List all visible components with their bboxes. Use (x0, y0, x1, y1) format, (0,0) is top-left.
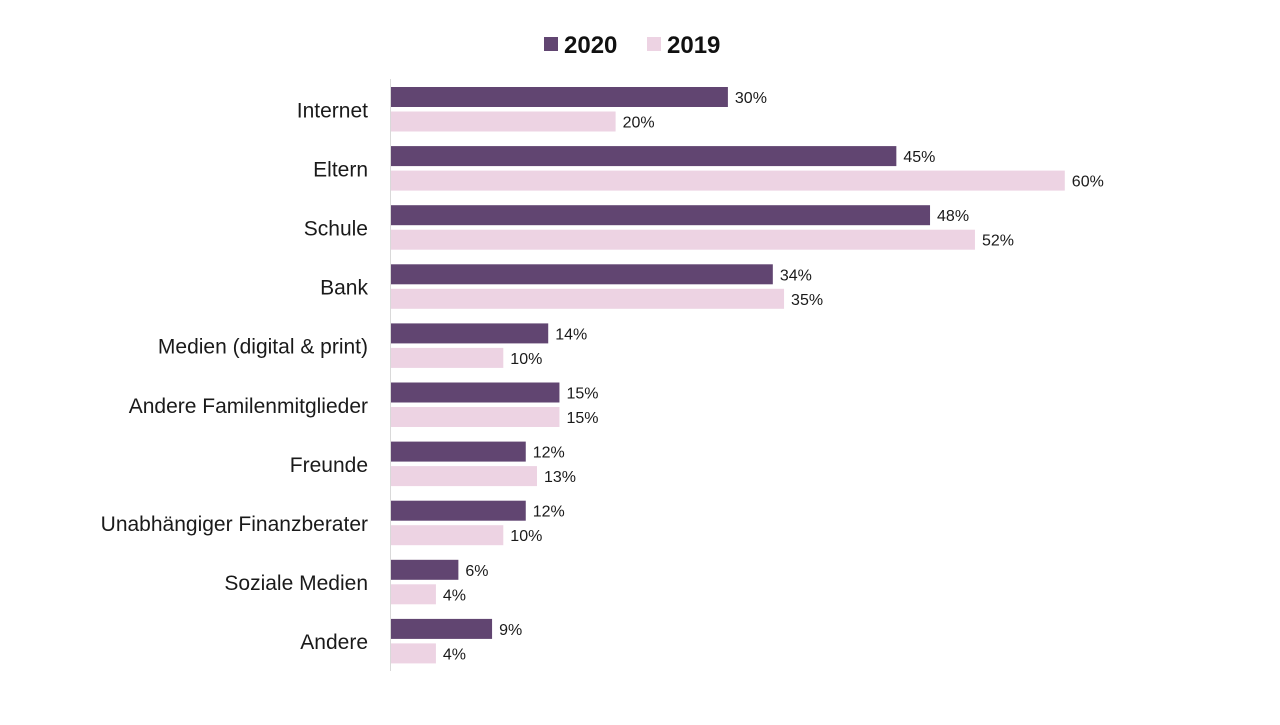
bars (391, 87, 1065, 664)
bar-2019 (391, 170, 1065, 191)
bar-2019 (391, 407, 560, 427)
data-label: 52% (982, 233, 1014, 250)
bar-2020 (391, 323, 549, 344)
bar-2020 (391, 618, 493, 639)
category-label: Freunde (290, 454, 368, 477)
data-label: 20% (623, 115, 655, 132)
legend-swatch (647, 37, 661, 51)
data-label: 10% (510, 351, 542, 368)
bar-2019 (391, 525, 504, 546)
category-label: Andere (300, 631, 368, 654)
legend-item-2019: 2019 (647, 32, 720, 59)
data-label: 34% (780, 267, 812, 284)
bar-2020 (391, 382, 560, 403)
bar-2019 (391, 229, 975, 250)
legend-item-2020: 2020 (544, 32, 617, 59)
data-label: 45% (903, 149, 935, 166)
bar-2020 (391, 500, 526, 521)
data-label: 4% (443, 646, 466, 663)
data-label: 15% (566, 410, 598, 427)
data-label: 9% (499, 622, 522, 639)
bar-2019 (391, 584, 436, 605)
data-label: 12% (533, 504, 565, 521)
category-label: Eltern (313, 158, 368, 181)
category-label: Unabhängiger Finanzberater (101, 513, 368, 536)
category-label: Schule (304, 217, 368, 240)
bar-2019 (391, 111, 616, 132)
bar-2020 (391, 559, 459, 580)
bar-2019 (391, 466, 537, 487)
data-label: 48% (937, 208, 969, 225)
bar-2020 (391, 87, 728, 107)
data-labels: 30% 20% 45% 60% 48% 52% 34% 35% 14% 10% 15% 15% 12% 1… (443, 90, 1104, 663)
legend-label: 2019 (667, 32, 720, 59)
category-label: Andere Familenmitglieder (129, 395, 368, 418)
category-labels: Internet Eltern Schule Bank Medien (digital … (101, 99, 369, 654)
data-label: 13% (544, 469, 576, 486)
category-label: Bank (320, 277, 368, 300)
bar-2020 (391, 441, 526, 462)
legend-swatch (544, 37, 558, 51)
bar-2019 (391, 347, 504, 368)
data-label: 4% (443, 587, 466, 604)
bar-2019 (391, 288, 785, 309)
category-label: Soziale Medien (224, 572, 368, 595)
data-label: 15% (566, 386, 598, 403)
data-label: 12% (533, 445, 565, 462)
category-label: Internet (297, 99, 368, 122)
data-label: 60% (1072, 174, 1104, 191)
category-label: Medien (digital & print) (158, 336, 368, 359)
bar-2019 (391, 643, 436, 664)
bar-2020 (391, 264, 773, 285)
data-label: 6% (465, 563, 488, 580)
bar-2020 (391, 146, 897, 167)
data-label: 35% (791, 292, 823, 309)
legend: 2020 2019 (544, 32, 720, 59)
legend-label: 2020 (564, 32, 617, 59)
data-label: 30% (735, 90, 767, 107)
bar-2020 (391, 205, 931, 226)
data-label: 14% (555, 326, 587, 343)
data-label: 10% (510, 528, 542, 545)
